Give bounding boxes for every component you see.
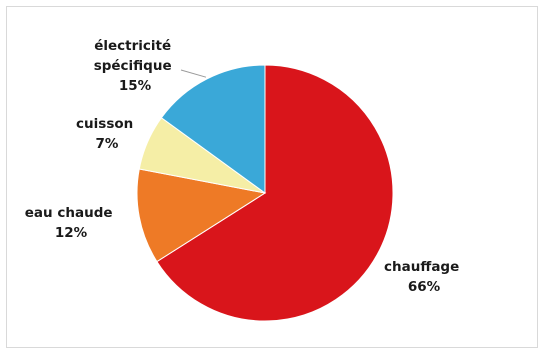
slice-chauffage bbox=[156, 64, 394, 322]
leader-lines bbox=[180, 69, 207, 78]
slice-eau-chaude bbox=[136, 168, 267, 263]
leader-line-electricite-specifique bbox=[180, 69, 207, 78]
label-cuisson: cuisson 7% bbox=[76, 116, 138, 152]
label-cuisson-value: 7% bbox=[96, 136, 119, 152]
slice-electricite-specifique bbox=[160, 64, 266, 194]
label-electricite-line1: électricité bbox=[94, 38, 171, 54]
label-chauffage-name: chauffage bbox=[384, 259, 459, 275]
label-electricite-specifique: électricité spécifique 15% bbox=[94, 38, 177, 94]
label-eau-chaude-name: eau chaude bbox=[25, 205, 113, 221]
label-cuisson-name: cuisson bbox=[76, 116, 133, 132]
label-chauffage: chauffage 66% bbox=[384, 259, 464, 295]
label-electricite-line2: spécifique bbox=[94, 58, 172, 74]
pie-slices bbox=[136, 64, 394, 322]
label-chauffage-value: 66% bbox=[408, 279, 441, 295]
label-eau-chaude: eau chaude 12% bbox=[25, 205, 117, 241]
label-electricite-value: 15% bbox=[119, 78, 152, 94]
label-eau-chaude-value: 12% bbox=[55, 225, 88, 241]
